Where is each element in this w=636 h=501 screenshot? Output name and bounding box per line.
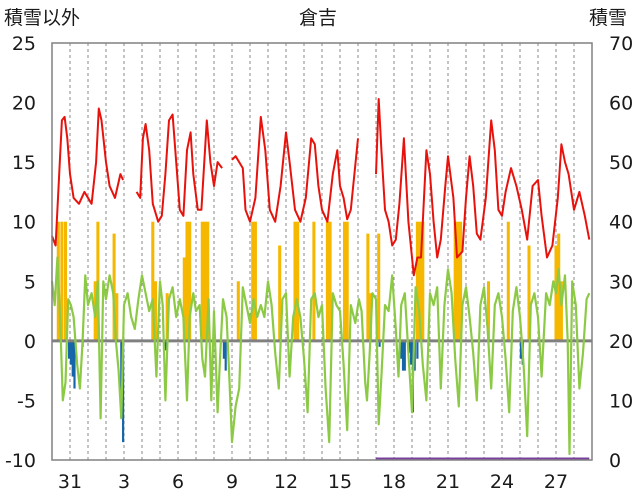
negative-bar bbox=[164, 340, 167, 351]
left-tick-label: 15 bbox=[12, 152, 36, 174]
green-line bbox=[50, 256, 591, 456]
precip-bar bbox=[296, 221, 300, 341]
x-tick-label: 21 bbox=[436, 471, 460, 493]
precip-bar bbox=[415, 221, 419, 341]
precip-bar bbox=[456, 221, 460, 341]
precip-bar bbox=[200, 221, 204, 341]
precip-bar bbox=[559, 281, 563, 341]
series-lines bbox=[50, 98, 591, 456]
x-tick-label: 18 bbox=[382, 471, 406, 493]
left-tick-label: 0 bbox=[24, 331, 36, 353]
x-tick-label: 27 bbox=[544, 471, 568, 493]
right-tick-label: 50 bbox=[609, 152, 633, 174]
precip-bar bbox=[342, 221, 347, 341]
precip-bar bbox=[151, 221, 155, 341]
precip-bar bbox=[345, 221, 349, 341]
left-tick-label: -10 bbox=[5, 450, 36, 472]
precip-bar bbox=[506, 221, 510, 341]
negative-bar bbox=[122, 340, 125, 443]
precip-bar bbox=[253, 221, 257, 341]
chart-title: 倉吉 bbox=[299, 7, 337, 29]
precip-bar bbox=[236, 281, 240, 341]
precip-bar bbox=[182, 257, 186, 341]
negative-bar bbox=[519, 340, 522, 359]
right-tick-label: 70 bbox=[609, 33, 633, 55]
negative-bar bbox=[378, 340, 381, 347]
x-tick-label: 3 bbox=[118, 471, 130, 493]
precip-bar bbox=[366, 233, 370, 341]
left-tick-label: -5 bbox=[17, 390, 36, 412]
precip-bar bbox=[557, 233, 561, 341]
left-tick-label: 20 bbox=[12, 93, 36, 115]
left-axis-title: 積雪以外 bbox=[4, 7, 80, 29]
x-tick-label: 12 bbox=[274, 471, 298, 493]
precip-bar bbox=[251, 221, 255, 341]
left-tick-label: 25 bbox=[12, 33, 36, 55]
negative-bar bbox=[224, 340, 227, 371]
x-tick-label: 9 bbox=[226, 471, 238, 493]
precip-bar bbox=[328, 221, 332, 341]
right-tick-label: 60 bbox=[609, 93, 633, 115]
precip-bar bbox=[60, 221, 64, 341]
vertical-grid bbox=[69, 43, 575, 460]
precip-bar bbox=[527, 245, 531, 341]
precip-bar bbox=[325, 221, 329, 341]
precip-bar bbox=[63, 221, 68, 341]
negative-bar bbox=[401, 340, 405, 371]
x-tick-label: 31 bbox=[58, 471, 82, 493]
temperature-line bbox=[51, 107, 125, 247]
right-tick-label: 40 bbox=[609, 212, 633, 234]
x-axis-ticks: 31 3 6 9 12 15 18 21 24 27 bbox=[58, 471, 568, 493]
negative-bar bbox=[73, 340, 76, 389]
precip-bar bbox=[377, 233, 381, 341]
negative-bar bbox=[69, 340, 72, 365]
negative-bar bbox=[71, 340, 74, 377]
precip-bar bbox=[459, 221, 463, 341]
precip-bar bbox=[153, 281, 158, 341]
x-tick-label: 24 bbox=[490, 471, 514, 493]
precip-bar bbox=[188, 221, 192, 341]
right-axis-ticks: 70 60 50 40 30 20 10 0 bbox=[609, 33, 633, 472]
right-axis-title: 積雪 bbox=[589, 7, 627, 29]
x-tick-label: 6 bbox=[172, 471, 184, 493]
precip-bar bbox=[165, 293, 169, 341]
left-tick-label: 5 bbox=[24, 271, 36, 293]
negative-bar bbox=[400, 340, 403, 359]
precipitation-bars bbox=[56, 221, 563, 341]
temperature-line bbox=[231, 115, 359, 223]
negative-bar bbox=[416, 340, 419, 359]
precip-bar bbox=[115, 293, 119, 341]
negative-bar bbox=[408, 340, 411, 353]
precip-bar bbox=[486, 281, 491, 341]
negative-bar bbox=[68, 340, 71, 359]
left-axis-ticks: 25 20 15 10 5 0 -5 -10 bbox=[5, 33, 36, 472]
negative-bar bbox=[403, 340, 406, 371]
precip-bar bbox=[206, 221, 210, 341]
precip-bar bbox=[421, 221, 425, 341]
temperature-line bbox=[375, 98, 591, 277]
precip-bar bbox=[293, 221, 297, 341]
right-tick-label: 30 bbox=[609, 271, 633, 293]
negative-bar bbox=[410, 340, 413, 365]
precip-bar bbox=[418, 221, 422, 341]
negative-bar bbox=[222, 340, 225, 359]
precip-bar bbox=[312, 221, 316, 341]
precip-bar bbox=[453, 221, 457, 341]
right-tick-label: 10 bbox=[609, 390, 633, 412]
temperature-line bbox=[135, 113, 223, 223]
precip-bar bbox=[203, 221, 207, 341]
precip-bar bbox=[112, 233, 116, 341]
precip-bar bbox=[278, 245, 282, 341]
left-tick-label: 10 bbox=[12, 212, 36, 234]
precip-bar bbox=[185, 221, 189, 341]
plot-frame bbox=[51, 42, 593, 461]
right-tick-label: 20 bbox=[609, 331, 633, 353]
x-tick-label: 15 bbox=[328, 471, 352, 493]
right-tick-label: 0 bbox=[609, 450, 621, 472]
